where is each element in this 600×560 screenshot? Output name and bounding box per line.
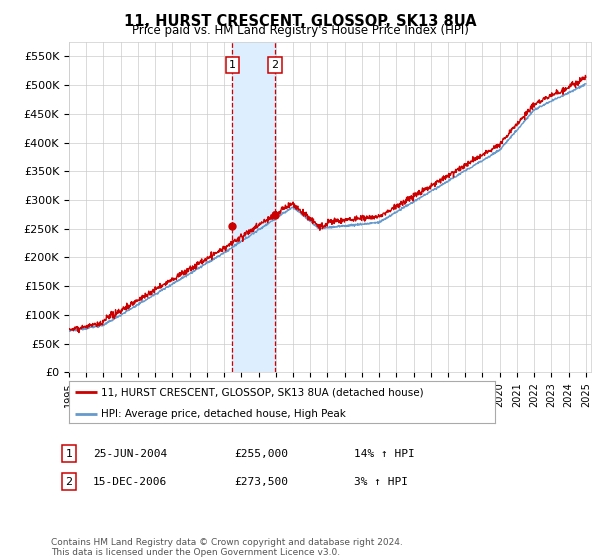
- Text: 1: 1: [229, 60, 236, 70]
- Text: Price paid vs. HM Land Registry's House Price Index (HPI): Price paid vs. HM Land Registry's House …: [131, 24, 469, 37]
- Text: HPI: Average price, detached house, High Peak: HPI: Average price, detached house, High…: [101, 409, 346, 418]
- Text: £273,500: £273,500: [234, 477, 288, 487]
- Text: £255,000: £255,000: [234, 449, 288, 459]
- Text: 15-DEC-2006: 15-DEC-2006: [93, 477, 167, 487]
- Text: 2: 2: [271, 60, 278, 70]
- Text: 11, HURST CRESCENT, GLOSSOP, SK13 8UA (detached house): 11, HURST CRESCENT, GLOSSOP, SK13 8UA (d…: [101, 387, 424, 397]
- Text: 3% ↑ HPI: 3% ↑ HPI: [354, 477, 408, 487]
- Text: 14% ↑ HPI: 14% ↑ HPI: [354, 449, 415, 459]
- Text: Contains HM Land Registry data © Crown copyright and database right 2024.
This d: Contains HM Land Registry data © Crown c…: [51, 538, 403, 557]
- Text: 2: 2: [65, 477, 73, 487]
- Bar: [232, 42, 275, 372]
- Text: 11, HURST CRESCENT, GLOSSOP, SK13 8UA: 11, HURST CRESCENT, GLOSSOP, SK13 8UA: [124, 14, 476, 29]
- Text: 25-JUN-2004: 25-JUN-2004: [93, 449, 167, 459]
- Text: 1: 1: [65, 449, 73, 459]
